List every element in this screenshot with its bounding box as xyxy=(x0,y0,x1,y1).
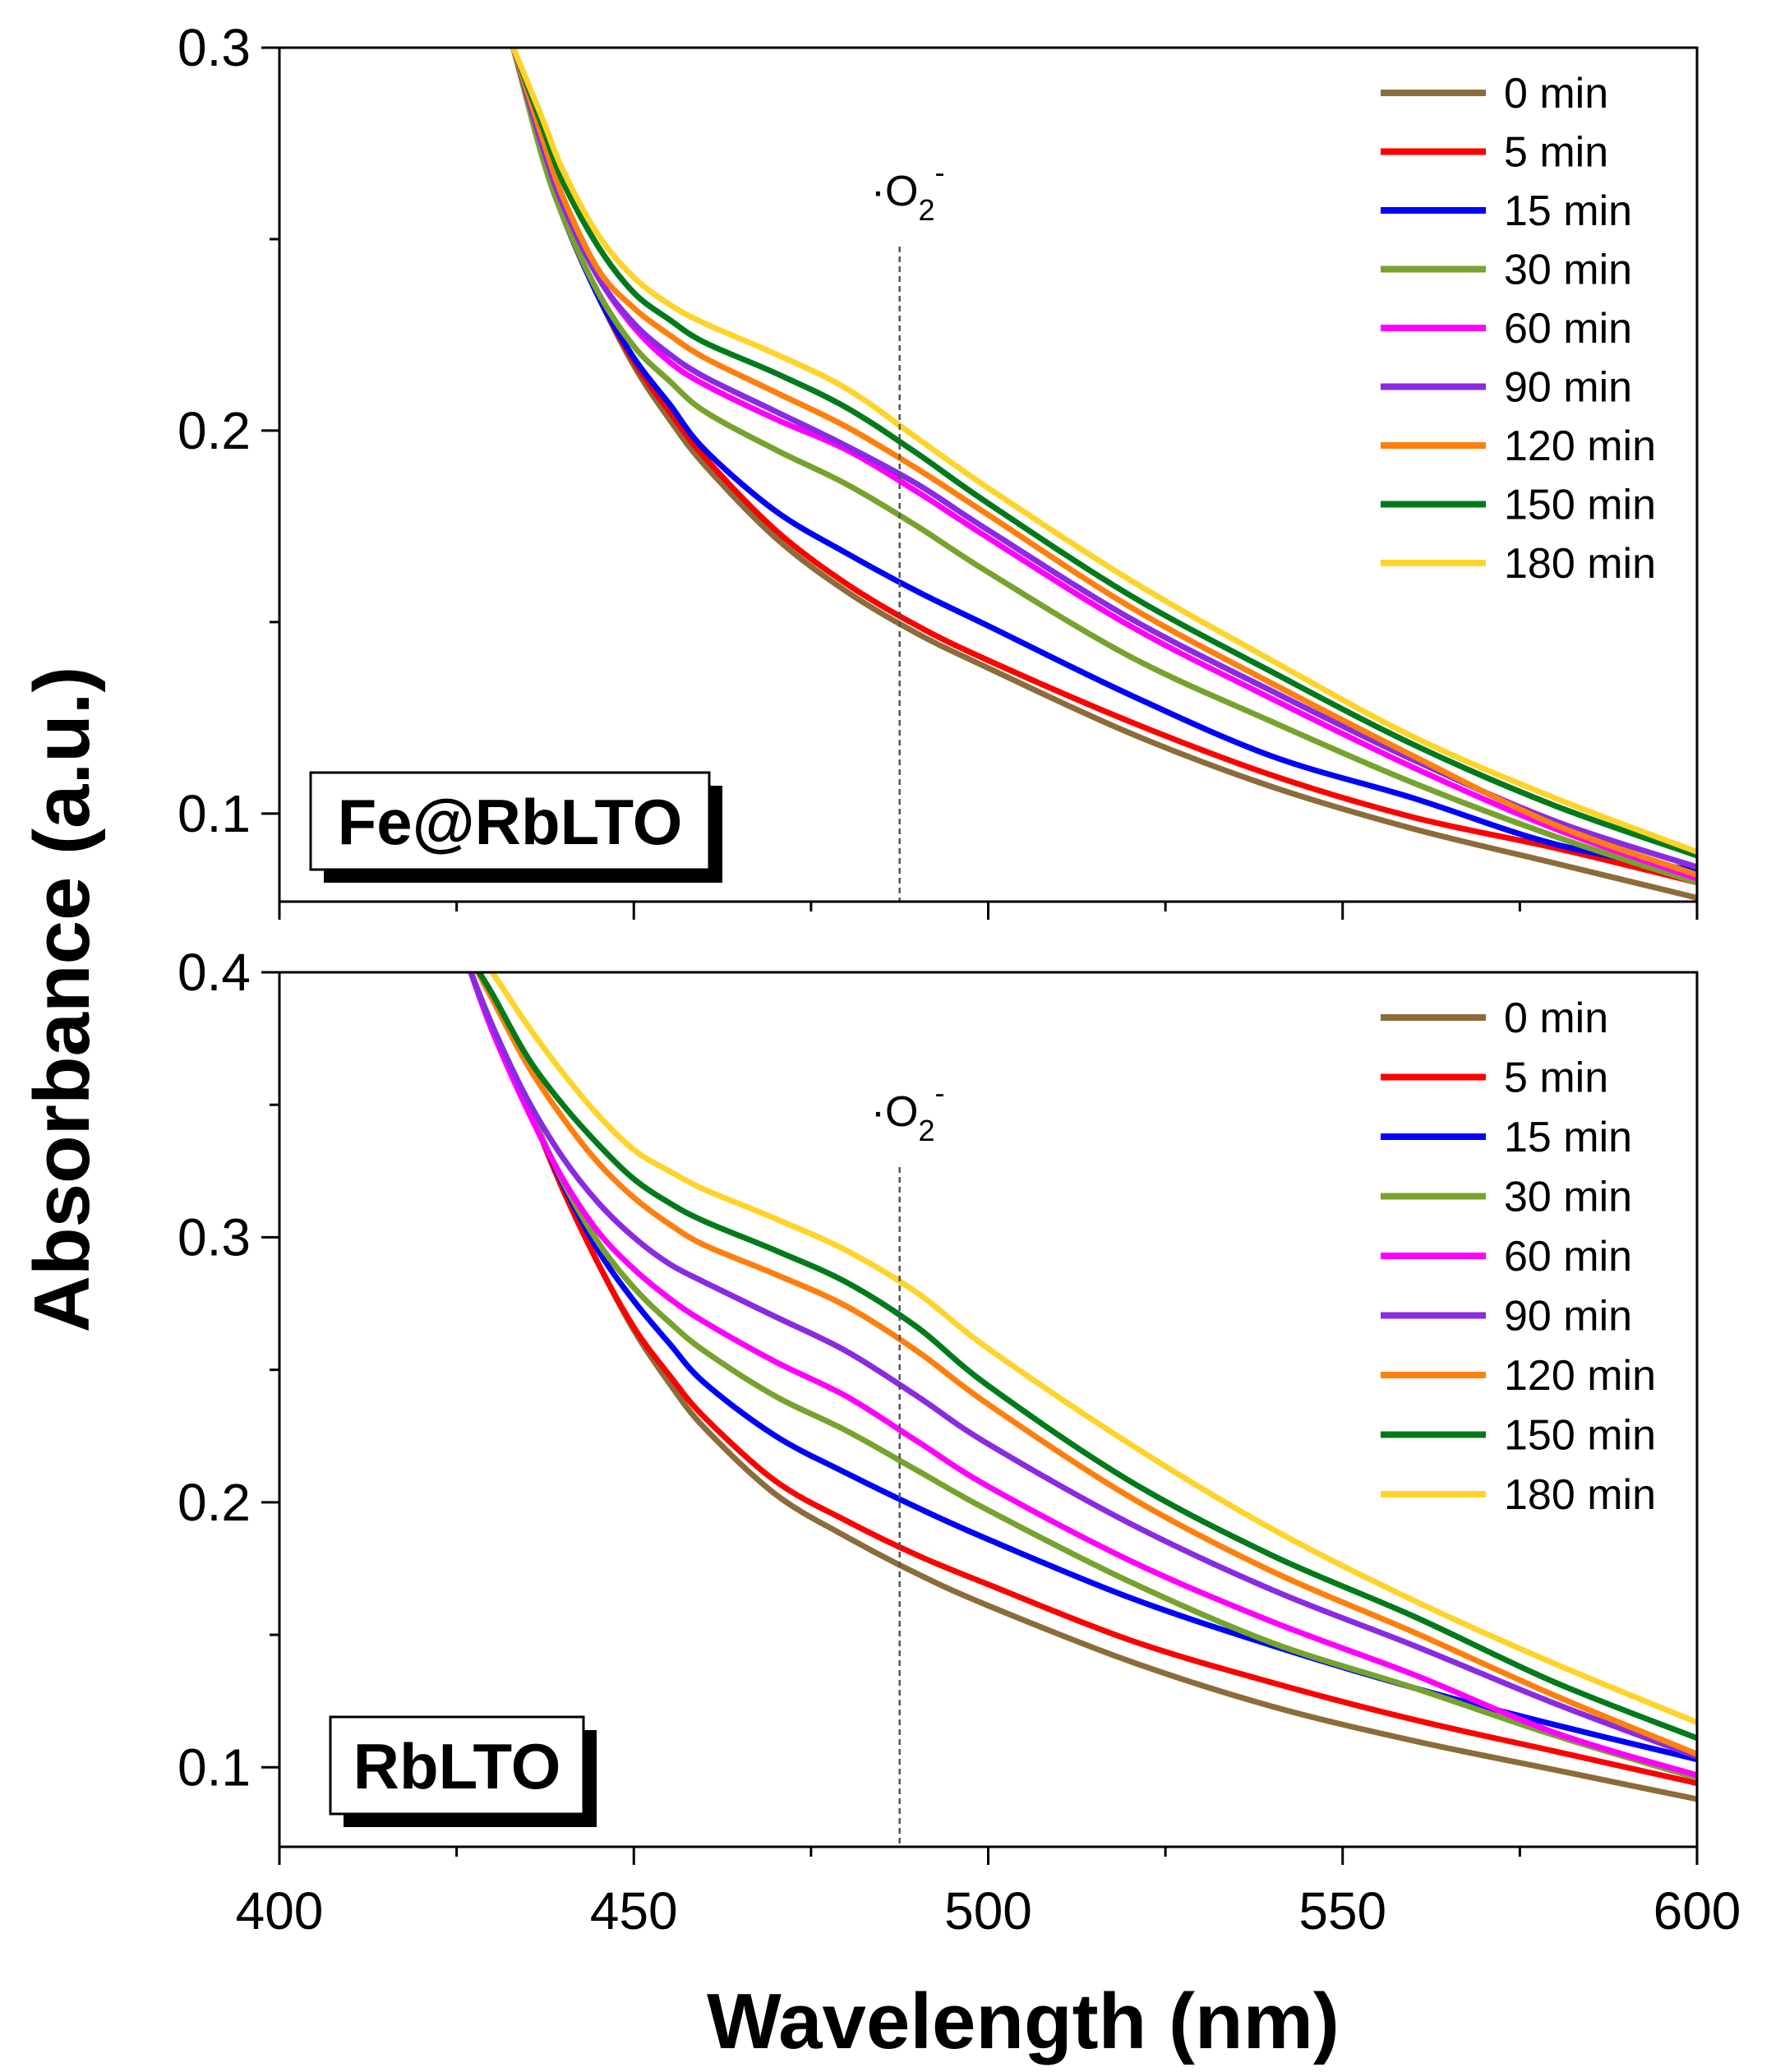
y-tick-label: 0.3 xyxy=(178,18,251,77)
series-line-150-min xyxy=(510,48,1697,859)
annotation-superoxide: ·O2- xyxy=(871,1076,945,1147)
y-tick-label: 0.1 xyxy=(178,784,251,843)
legend-label: 15 min xyxy=(1504,1114,1632,1161)
y-axis-title: Absorbance (a.u.) xyxy=(18,667,106,1333)
legend-label: 180 min xyxy=(1504,1471,1656,1519)
x-tick-label: 550 xyxy=(1298,1881,1386,1940)
series-line-150-min xyxy=(475,972,1697,1742)
panel-rblto: ·O2- 0.1 0.2 0.3 0.4 400 450 500 550 600 0 min 5 mi… xyxy=(178,943,1741,1940)
y-tick-label: 0.2 xyxy=(178,1473,251,1532)
series-line-180-min xyxy=(510,48,1697,855)
y-tick-label: 0.3 xyxy=(178,1207,251,1267)
panel-label-box xyxy=(309,771,711,871)
legend-label: 15 min xyxy=(1504,187,1632,235)
legend-label: 180 min xyxy=(1504,540,1656,588)
legend-label: 30 min xyxy=(1504,1174,1632,1221)
legend-label: 60 min xyxy=(1504,1233,1632,1281)
y-tick-label: 0.1 xyxy=(178,1737,251,1797)
legend-label: 150 min xyxy=(1504,1412,1656,1460)
series-line-90-min xyxy=(468,972,1697,1760)
legend-label: 30 min xyxy=(1504,247,1632,294)
series-group xyxy=(468,972,1697,1802)
series-line-120-min xyxy=(510,48,1697,878)
plot-frame xyxy=(278,971,1699,1848)
legend-label: 90 min xyxy=(1504,364,1632,412)
series-group xyxy=(510,48,1697,901)
legend-label: 0 min xyxy=(1504,70,1608,118)
panel-label: Fe@RbLTO xyxy=(338,786,683,858)
legend-label: 90 min xyxy=(1504,1293,1632,1341)
panel-label-box xyxy=(329,1715,585,1816)
x-axis-title: Wavelength (nm) xyxy=(707,1977,1340,2065)
series-line-120-min xyxy=(474,972,1697,1757)
legend-label: 0 min xyxy=(1504,994,1608,1042)
legend-label: 120 min xyxy=(1504,422,1656,470)
x-tick-label: 600 xyxy=(1653,1881,1741,1940)
series-line-30-min xyxy=(510,48,1697,886)
panel-fe-rblto: ·O2- 0.1 0.2 0.3 0 min 5 min 15 min 30 min 60 mi… xyxy=(178,18,1699,920)
legend-label: 5 min xyxy=(1504,129,1608,177)
panel-label: RbLTO xyxy=(353,1730,561,1802)
y-tick-label: 0.2 xyxy=(178,401,251,460)
series-line-60-min xyxy=(468,972,1697,1779)
x-tick-label: 500 xyxy=(944,1881,1032,1940)
legend-label: 150 min xyxy=(1504,482,1656,529)
legend-label: 5 min xyxy=(1504,1054,1608,1102)
y-tick-label: 0.4 xyxy=(178,943,251,1002)
series-line-180-min xyxy=(488,972,1697,1725)
x-tick-label: 450 xyxy=(590,1881,678,1940)
x-tick-label: 400 xyxy=(236,1881,324,1940)
legend-label: 60 min xyxy=(1504,305,1632,353)
annotation-superoxide: ·O2- xyxy=(871,155,945,227)
series-line-90-min xyxy=(510,48,1697,870)
legend-label: 120 min xyxy=(1504,1352,1656,1400)
